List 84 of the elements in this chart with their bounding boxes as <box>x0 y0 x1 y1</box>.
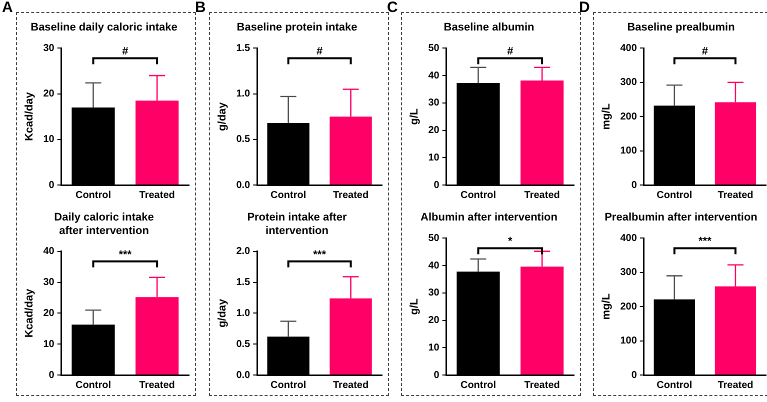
chart-title: Baseline prealbumin <box>627 22 736 34</box>
y-tick-label: 200 <box>620 301 638 312</box>
x-tick-label: Control <box>75 380 112 391</box>
y-tick-label: 1.5 <box>236 277 251 288</box>
y-tick-label: 400 <box>620 42 638 54</box>
text: D <box>579 0 590 16</box>
y-tick-label: 0.5 <box>236 134 251 146</box>
y-tick-label: 40 <box>428 70 440 82</box>
annotation: *** <box>313 248 327 261</box>
y-axis-title: Kcad/day <box>24 91 36 142</box>
text: A <box>2 0 13 16</box>
y-tick-label: 1.5 <box>236 42 251 54</box>
y-tick-label: 30 <box>428 98 440 109</box>
y-tick-label: 0 <box>434 370 440 381</box>
y-tick-label: 200 <box>620 111 638 122</box>
y-axis-title: g/L <box>408 298 421 315</box>
chart-title: Albumin after intervention <box>420 212 558 224</box>
x-tick-label: Control <box>270 190 306 201</box>
x-tick-label: Control <box>460 190 496 201</box>
y-tick-label: 30 <box>428 288 440 299</box>
chart-title: Baseline daily caloric intake <box>30 22 178 34</box>
x-tick-label: Control <box>656 190 692 201</box>
y-axis-title: Kcad/day <box>24 288 36 338</box>
y-tick-label: 40 <box>428 260 440 272</box>
x-tick-label: Control <box>75 190 112 201</box>
chart-title: Baseline protein intake <box>236 22 358 34</box>
x-tick-label: Control <box>270 380 306 391</box>
annotation: # <box>316 46 323 58</box>
text: B <box>195 0 206 16</box>
y-tick-label: 0.5 <box>236 338 251 350</box>
annotation: # <box>122 46 128 58</box>
y-axis-title: mg/L <box>600 293 613 320</box>
y-tick-label: 0 <box>48 370 55 381</box>
chart-title: Prealbumin after intervention <box>604 212 758 224</box>
y-tick-label: 0.0 <box>236 370 251 381</box>
chart-title: Protein intake after intervention <box>247 212 348 237</box>
y-tick-label: 100 <box>620 146 638 157</box>
y-axis-title: mg/L <box>600 103 613 130</box>
y-tick-label: 20 <box>43 308 55 319</box>
y-tick-label: 0 <box>631 370 638 381</box>
annotation: # <box>507 46 514 58</box>
y-tick-label: 30 <box>43 42 55 54</box>
annotation: *** <box>698 236 712 248</box>
x-tick-label: Treated <box>718 380 754 391</box>
x-tick-label: Treated <box>524 190 560 201</box>
annotation: * <box>508 236 514 248</box>
x-tick-label: Treated <box>524 380 560 391</box>
x-tick-label: Treated <box>332 190 369 201</box>
x-tick-label: Treated <box>139 190 175 201</box>
chart-title: Daily caloric intake after intervention <box>54 212 154 237</box>
y-tick-label: 10 <box>428 342 440 354</box>
x-tick-label: Treated <box>332 380 369 391</box>
text: C <box>387 0 398 16</box>
y-tick-label: 20 <box>43 88 55 100</box>
y-tick-label: 2.0 <box>236 246 251 258</box>
y-tick-label: 0 <box>631 180 638 191</box>
chart-title: Baseline albumin <box>444 22 535 34</box>
x-tick-label: Treated <box>718 190 754 201</box>
y-axis-title: g/day <box>216 101 229 131</box>
y-tick-label: 10 <box>43 134 55 146</box>
y-tick-label: 300 <box>620 77 638 88</box>
y-tick-label: 0.0 <box>236 180 251 191</box>
y-tick-label: 10 <box>428 152 440 164</box>
y-tick-label: 400 <box>620 232 638 244</box>
y-tick-label: 20 <box>428 315 440 326</box>
y-tick-label: 10 <box>43 338 55 350</box>
y-tick-label: 50 <box>428 42 440 54</box>
annotation: # <box>702 46 708 58</box>
annotation: *** <box>118 248 132 261</box>
y-axis-title: g/day <box>216 298 229 328</box>
y-tick-label: 0 <box>434 180 440 191</box>
x-tick-label: Control <box>656 380 692 391</box>
x-tick-label: Treated <box>139 380 175 391</box>
y-tick-label: 1.0 <box>236 88 251 100</box>
y-axis-title: g/L <box>408 108 421 125</box>
y-tick-label: 1.0 <box>236 308 251 319</box>
y-tick-label: 100 <box>620 336 638 347</box>
x-tick-label: Control <box>460 380 496 391</box>
y-tick-label: 50 <box>428 232 440 244</box>
y-tick-label: 0 <box>48 180 55 191</box>
y-tick-label: 20 <box>428 125 440 136</box>
y-tick-label: 40 <box>43 246 55 258</box>
y-tick-label: 300 <box>620 267 638 278</box>
y-tick-label: 30 <box>43 277 55 288</box>
